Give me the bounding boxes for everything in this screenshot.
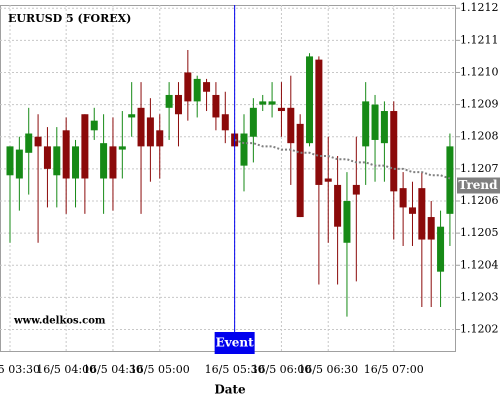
candle-body: [240, 133, 248, 166]
candle-body: [418, 188, 426, 240]
candle-body: [334, 184, 342, 227]
candle-body: [15, 149, 23, 179]
candle-body: [362, 101, 370, 147]
y-tick-label: 1.1209: [460, 98, 499, 111]
y-tick-label: 1.1205: [460, 226, 499, 239]
candle-body: [137, 107, 145, 147]
candle-body: [62, 130, 70, 179]
y-tick-label: 1.1208: [460, 130, 499, 143]
candle-body: [408, 207, 416, 214]
y-tick-label: 1.1210: [460, 65, 499, 78]
y-tick-label: 1.1202: [460, 323, 499, 336]
x-tick-label: 16/5 03:30: [0, 363, 40, 376]
candle-body: [221, 114, 229, 131]
candle-body: [380, 111, 388, 144]
x-tick-label: 16/5 05:00: [130, 363, 190, 376]
candle-body: [81, 114, 89, 179]
candle-body: [296, 123, 304, 218]
candle-body: [371, 104, 379, 140]
candle-body: [6, 146, 14, 176]
y-tick-label: 1.1212: [460, 1, 499, 14]
x-tick-label: 16/5 05:30: [205, 363, 265, 376]
candle-body: [118, 146, 126, 150]
candle-body: [34, 136, 42, 147]
trend-label-box: [457, 177, 500, 194]
candle-body: [100, 143, 108, 179]
candle-body: [446, 146, 454, 214]
candle-body: [25, 133, 33, 153]
candles: [6, 49, 454, 317]
y-tick-label: 1.1207: [460, 162, 499, 175]
candle-body: [352, 184, 360, 195]
candle-body: [184, 72, 192, 102]
chart-title: EURUSD 5 (FOREX): [8, 12, 131, 25]
candle-body: [268, 101, 276, 105]
x-tick-label: 16/5 06:30: [298, 363, 358, 376]
candle-body: [109, 146, 117, 179]
candle-body: [315, 59, 323, 185]
x-tick-label: 16/5 07:00: [364, 363, 424, 376]
x-tick-label: 16/5 06:00: [251, 363, 311, 376]
candle-body: [249, 107, 257, 137]
y-tick-label: 1.1203: [460, 290, 499, 303]
y-tick-label: 1.1211: [460, 33, 499, 46]
event-label: Event: [216, 336, 254, 350]
candle-body: [174, 94, 182, 115]
candle-body: [193, 78, 201, 102]
candle-body: [399, 188, 407, 208]
candle-body: [437, 226, 445, 272]
x-axis-title: Date: [214, 383, 246, 397]
candle-body: [212, 94, 220, 118]
candle-body: [324, 178, 332, 182]
candle-body: [128, 114, 136, 118]
y-tick-label: 1.1204: [460, 258, 499, 271]
candle-body: [343, 200, 351, 243]
x-tick-label: 16/5 04:30: [83, 363, 143, 376]
candle-body: [165, 94, 173, 108]
candle-body: [146, 117, 154, 147]
candle-body: [72, 146, 80, 179]
candle-body: [53, 146, 61, 176]
candle-body: [156, 130, 164, 147]
candle-body: [277, 107, 285, 112]
trend-line: [234, 138, 451, 180]
event-label-box: [214, 332, 255, 354]
y-tick-label: 1.1206: [460, 194, 499, 207]
candle-body: [259, 101, 267, 105]
candle-body: [203, 82, 211, 92]
trend-label: Trend: [458, 178, 498, 192]
candle-body: [306, 56, 314, 144]
candle-body: [427, 217, 435, 240]
candle-body: [90, 120, 98, 131]
candle-body: [43, 146, 51, 169]
candle-body: [287, 107, 295, 144]
watermark: www.delkos.com: [13, 316, 106, 327]
x-tick-label: 16/5 04:00: [36, 363, 96, 376]
candle-body: [390, 111, 398, 192]
